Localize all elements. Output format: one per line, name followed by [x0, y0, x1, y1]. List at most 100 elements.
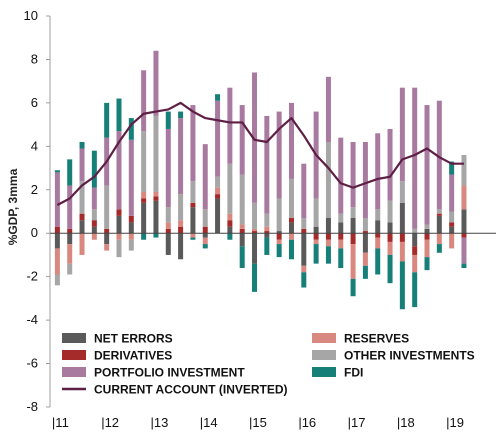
legend-label-reserves: RESERVES [344, 332, 409, 346]
bar-fdi-29 [412, 272, 418, 308]
bar-fdi-1 [67, 159, 73, 186]
bar-reserves-27 [387, 241, 393, 255]
bar-other-investments-10 [178, 194, 184, 221]
bar-net-errors-5 [116, 215, 122, 234]
bar-other-investments-11 [190, 181, 196, 203]
bar-net-errors-27 [387, 222, 393, 234]
bar-fdi-28 [399, 261, 405, 310]
bar-derivatives-7 [141, 198, 147, 203]
x-tick-label: |12 [101, 415, 119, 430]
bar-net-errors-28 [399, 202, 405, 234]
bar-reserves-22 [325, 239, 331, 247]
bar-fdi-24 [350, 278, 356, 297]
bar-fdi-7 [141, 233, 147, 240]
bar-reserves-5 [116, 233, 122, 240]
line-current-account-inverted [56, 101, 464, 206]
legend-swatch-portfolio-investment [62, 367, 86, 377]
bar-fdi-10 [178, 111, 184, 119]
bar-derivatives-13 [215, 194, 221, 199]
bar-derivatives-3 [91, 220, 97, 227]
bar-portfolio-investment-20 [301, 163, 307, 219]
bar-fdi-5 [116, 98, 122, 132]
bar-net-errors-24 [350, 218, 356, 234]
bar-reserves-0 [54, 248, 60, 275]
bar-other-investments-14 [227, 163, 233, 214]
x-tick-label: |16 [298, 415, 316, 430]
bar-portfolio-investment-30 [424, 105, 430, 225]
bar-net-errors-19 [288, 222, 294, 234]
bar-reserves-8 [153, 191, 159, 197]
bar-net-errors-6 [128, 222, 134, 234]
bar-other-investments-6 [128, 239, 134, 251]
bar-net-errors-23 [338, 222, 344, 234]
bar-other-investments-31 [436, 209, 442, 214]
bar-other-investments-27 [387, 200, 393, 223]
bar-derivatives-24 [350, 233, 356, 245]
bar-reserves-25 [362, 252, 368, 266]
bar-portfolio-investment-28 [399, 87, 405, 182]
bar-derivatives-30 [424, 233, 430, 240]
bar-derivatives-15 [239, 228, 245, 234]
bar-portfolio-investment-19 [288, 102, 294, 179]
bar-other-investments-21 [313, 198, 319, 227]
bar-net-errors-22 [325, 218, 331, 234]
bar-derivatives-17 [264, 231, 270, 234]
bar-reserves-4 [104, 244, 110, 251]
bar-reserves-17 [264, 226, 270, 232]
bar-net-errors-1 [67, 233, 73, 245]
bar-portfolio-investment-18 [276, 111, 282, 199]
bar-portfolio-investment-16 [252, 72, 258, 203]
bar-net-errors-3 [91, 226, 97, 234]
bar-portfolio-investment-13 [215, 100, 221, 177]
bar-other-investments-1 [67, 263, 73, 275]
bar-other-investments-24 [350, 207, 356, 219]
bar-other-investments-12 [202, 209, 208, 227]
bar-portfolio-investment-32 [449, 174, 455, 212]
legend-swatch-derivatives [62, 350, 86, 360]
bar-other-investments-3 [91, 209, 97, 221]
bar-reserves-9 [165, 222, 171, 229]
y-tick-label: -2 [26, 269, 38, 284]
bar-derivatives-29 [412, 246, 418, 255]
bar-portfolio-investment-12 [202, 144, 208, 210]
bar-net-errors-21 [313, 226, 319, 234]
bar-other-investments-23 [338, 213, 344, 223]
bar-reserves-28 [399, 241, 405, 262]
bar-portfolio-investment-31 [436, 100, 442, 210]
bar-derivatives-20 [301, 228, 307, 234]
y-tick-label: 0 [31, 225, 38, 240]
bar-portfolio-investment-27 [387, 128, 393, 201]
bar-fdi-31 [436, 244, 442, 253]
bar-net-errors-26 [375, 220, 381, 234]
y-tick-label: 10 [24, 8, 38, 23]
y-tick-label: 8 [31, 51, 38, 66]
x-tick-label: |18 [397, 415, 415, 430]
bar-fdi-8 [153, 233, 159, 238]
bar-other-investments-30 [424, 224, 430, 229]
bar-net-errors-29 [412, 233, 418, 247]
bar-portfolio-investment-17 [264, 115, 270, 214]
bar-other-investments-26 [375, 209, 381, 221]
bar-reserves-32 [449, 233, 455, 249]
bar-derivatives-12 [202, 226, 208, 234]
x-tick-label: |11 [52, 415, 69, 430]
bar-portfolio-investment-26 [375, 133, 381, 210]
y-tick-label: -8 [26, 399, 38, 414]
bar-reserves-13 [215, 187, 221, 195]
bar-portfolio-investment-23 [338, 137, 344, 214]
bar-derivatives-28 [399, 233, 405, 242]
bar-fdi-9 [165, 111, 171, 129]
bar-fdi-18 [276, 244, 282, 258]
bar-fdi-20 [301, 272, 307, 288]
y-axis-label: %GDP, 3mma [6, 168, 20, 245]
bar-net-errors-4 [104, 233, 110, 245]
bar-other-investments-2 [79, 181, 85, 214]
bar-net-errors-32 [449, 226, 455, 234]
bar-derivatives-22 [325, 233, 331, 240]
bar-fdi-15 [239, 246, 245, 268]
bar-other-investments-17 [264, 213, 270, 227]
bar-other-investments-18 [276, 198, 282, 232]
bar-portfolio-investment-29 [412, 87, 418, 229]
bar-net-errors-30 [424, 228, 430, 234]
bar-derivatives-25 [362, 231, 368, 234]
